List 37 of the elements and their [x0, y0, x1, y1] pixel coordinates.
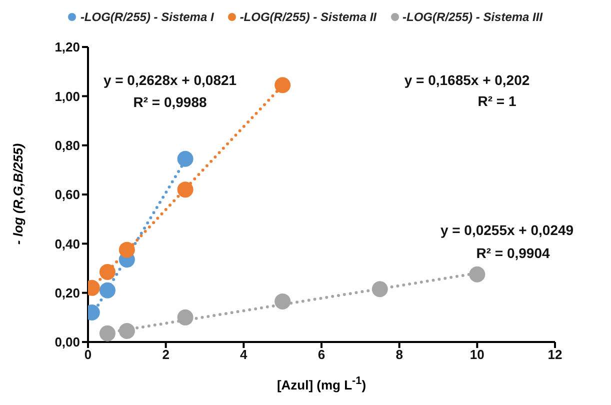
point	[99, 264, 116, 280]
annotation: R² = 0,9988	[133, 94, 207, 110]
x-tick-label: 10	[470, 347, 484, 362]
point	[372, 281, 388, 298]
legend-label: -LOG(R/255) - Sistema I	[79, 10, 214, 24]
point	[177, 150, 194, 167]
legend-label: -LOG(R/255) - Sistema III	[402, 10, 543, 24]
point	[118, 242, 135, 258]
x-tick-label: 2	[162, 347, 170, 362]
annotation: y = 0,0255x + 0,0249	[440, 222, 574, 238]
x-axis-title: [Azul] (mg L$^{-1}$)	[276, 375, 368, 392]
point	[118, 322, 135, 339]
annotation: y = 0,1685x + 0,202	[404, 72, 530, 88]
x-tick-label: 12	[548, 347, 562, 362]
x-tick-label: 4	[240, 347, 248, 362]
x-tick-label: 0	[84, 347, 92, 362]
point	[99, 282, 116, 298]
point	[177, 309, 194, 326]
y-tick-label: 0,40	[54, 236, 80, 252]
legend-label: -LOG(R/255) - Sistema II	[238, 10, 377, 24]
annotation: R² = 0,9904	[476, 245, 550, 261]
y-tick-label: 0,60	[54, 187, 80, 202]
x-tick-label: 6	[318, 347, 326, 362]
y-tick-label: 0,00	[54, 334, 80, 350]
y-axis-title: - log (R,G,B/255)	[10, 143, 26, 245]
annotation: y = 0,2628x + 0,0821	[103, 72, 237, 88]
point	[469, 266, 486, 282]
point	[274, 77, 291, 94]
y-tick-label: 1,20	[54, 40, 80, 55]
annotation: R² = 1	[478, 93, 516, 109]
point	[274, 293, 291, 310]
y-tick-label: 0,20	[54, 285, 80, 300]
point	[99, 325, 116, 342]
y-tick-label: 1,00	[54, 88, 80, 104]
point	[177, 182, 194, 198]
x-tick-label: 8	[396, 347, 403, 362]
y-tick-label: 0,80	[54, 138, 80, 153]
